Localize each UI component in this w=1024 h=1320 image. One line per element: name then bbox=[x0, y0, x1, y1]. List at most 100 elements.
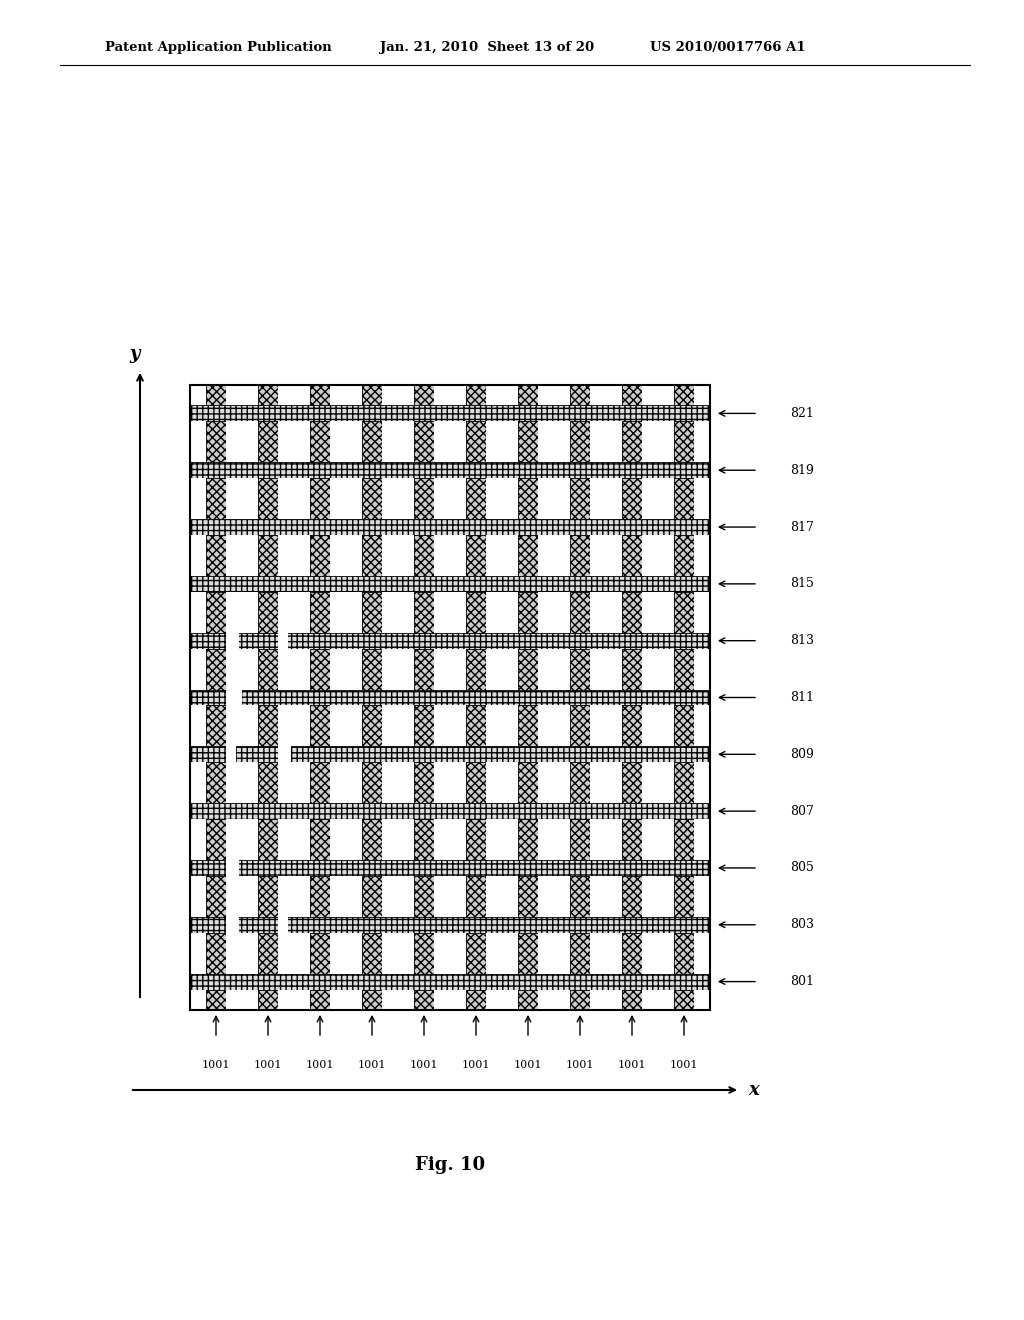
Bar bbox=[278, 933, 310, 974]
Bar bbox=[590, 705, 623, 746]
Bar bbox=[278, 917, 288, 933]
Bar bbox=[278, 535, 310, 576]
Bar bbox=[434, 535, 466, 576]
Bar bbox=[538, 385, 570, 405]
Bar bbox=[694, 705, 710, 746]
Text: 1001: 1001 bbox=[306, 1060, 334, 1071]
Bar bbox=[190, 462, 710, 478]
Bar bbox=[190, 876, 206, 917]
Bar bbox=[590, 421, 623, 462]
Bar bbox=[642, 591, 674, 632]
Bar bbox=[330, 820, 362, 861]
Text: 1001: 1001 bbox=[617, 1060, 646, 1071]
Bar bbox=[226, 861, 239, 876]
Bar bbox=[382, 421, 414, 462]
Bar bbox=[278, 990, 310, 1010]
Text: 807: 807 bbox=[790, 805, 814, 817]
Text: 1001: 1001 bbox=[410, 1060, 438, 1071]
Bar bbox=[226, 689, 242, 705]
Bar bbox=[694, 990, 710, 1010]
Text: 1001: 1001 bbox=[462, 1060, 490, 1071]
Text: 815: 815 bbox=[790, 577, 814, 590]
Bar bbox=[590, 876, 623, 917]
Bar bbox=[434, 820, 466, 861]
Text: 801: 801 bbox=[790, 975, 814, 989]
Bar bbox=[278, 478, 310, 519]
Bar bbox=[485, 648, 518, 689]
Bar bbox=[226, 820, 258, 861]
Bar bbox=[190, 820, 206, 861]
Bar bbox=[642, 535, 674, 576]
Text: 1001: 1001 bbox=[565, 1060, 594, 1071]
Bar bbox=[278, 421, 310, 462]
Bar bbox=[190, 385, 710, 1010]
Bar bbox=[190, 405, 710, 421]
Bar bbox=[382, 385, 414, 405]
Bar bbox=[694, 876, 710, 917]
Bar bbox=[190, 648, 206, 689]
Bar bbox=[434, 762, 466, 803]
Bar bbox=[434, 648, 466, 689]
Bar bbox=[538, 990, 570, 1010]
Bar bbox=[226, 762, 258, 803]
Bar bbox=[330, 705, 362, 746]
Bar bbox=[485, 478, 518, 519]
Bar bbox=[642, 990, 674, 1010]
Text: 813: 813 bbox=[790, 634, 814, 647]
Bar bbox=[434, 421, 466, 462]
Bar bbox=[485, 535, 518, 576]
Bar bbox=[518, 385, 538, 1010]
Bar bbox=[485, 421, 518, 462]
Bar bbox=[382, 591, 414, 632]
Bar bbox=[226, 990, 258, 1010]
Bar bbox=[330, 385, 362, 405]
Bar bbox=[485, 385, 518, 405]
Bar bbox=[190, 421, 206, 462]
Bar bbox=[278, 648, 310, 689]
Bar bbox=[538, 535, 570, 576]
Text: 817: 817 bbox=[790, 520, 814, 533]
Bar bbox=[694, 762, 710, 803]
Bar bbox=[190, 917, 710, 933]
Bar bbox=[538, 648, 570, 689]
Bar bbox=[590, 591, 623, 632]
Bar bbox=[642, 421, 674, 462]
Bar bbox=[278, 876, 310, 917]
Text: 1001: 1001 bbox=[357, 1060, 386, 1071]
Text: US 2010/0017766 A1: US 2010/0017766 A1 bbox=[650, 41, 806, 54]
Text: Patent Application Publication: Patent Application Publication bbox=[105, 41, 332, 54]
Bar bbox=[382, 990, 414, 1010]
Text: 803: 803 bbox=[790, 919, 814, 932]
Bar bbox=[278, 632, 288, 648]
Bar bbox=[226, 385, 258, 405]
Bar bbox=[226, 535, 258, 576]
Bar bbox=[538, 421, 570, 462]
Bar bbox=[538, 762, 570, 803]
Bar bbox=[226, 876, 258, 917]
Bar bbox=[642, 933, 674, 974]
Bar bbox=[226, 632, 239, 648]
Bar bbox=[590, 478, 623, 519]
Bar bbox=[190, 933, 206, 974]
Bar bbox=[538, 876, 570, 917]
Text: 1001: 1001 bbox=[202, 1060, 230, 1071]
Bar bbox=[642, 648, 674, 689]
Bar bbox=[278, 746, 291, 762]
Bar bbox=[434, 385, 466, 405]
Bar bbox=[226, 421, 258, 462]
Bar bbox=[694, 478, 710, 519]
Bar bbox=[190, 535, 206, 576]
Bar bbox=[278, 591, 310, 632]
Bar bbox=[434, 876, 466, 917]
Bar bbox=[278, 385, 310, 405]
Bar bbox=[538, 478, 570, 519]
Bar bbox=[226, 933, 258, 974]
Text: x: x bbox=[748, 1081, 759, 1100]
Bar bbox=[485, 876, 518, 917]
Bar bbox=[485, 820, 518, 861]
Bar bbox=[434, 705, 466, 746]
Bar bbox=[226, 591, 258, 632]
Bar bbox=[278, 762, 310, 803]
Bar bbox=[382, 933, 414, 974]
Bar bbox=[434, 478, 466, 519]
